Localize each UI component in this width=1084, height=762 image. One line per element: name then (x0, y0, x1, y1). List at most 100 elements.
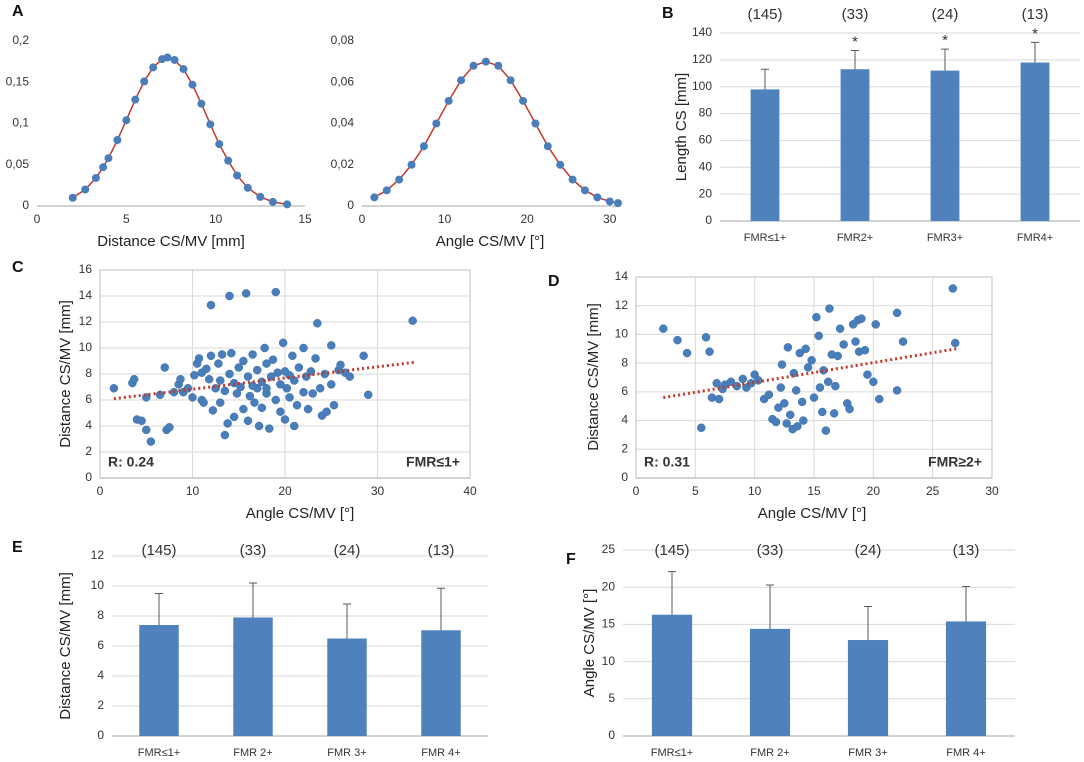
data-point (223, 419, 232, 428)
error-bar (1031, 41, 1039, 63)
y-tick-label: 0,02 (331, 157, 355, 171)
data-point (239, 356, 248, 366)
data-point (227, 348, 236, 358)
y-tick-label: 12 (615, 298, 629, 312)
data-point (176, 374, 185, 384)
bar (139, 625, 179, 736)
x-tick-label: 0 (34, 212, 41, 226)
y-tick-label: 10 (79, 340, 93, 354)
count-label: (13) (428, 542, 455, 559)
data-point (714, 394, 724, 404)
data-point (777, 360, 787, 369)
data-point (892, 308, 902, 318)
data-point (408, 316, 417, 325)
data-point (327, 341, 336, 350)
data-point (268, 355, 278, 364)
data-point (359, 351, 368, 361)
data-point (163, 53, 172, 62)
x-tick-label: 15 (298, 212, 312, 226)
data-point (188, 393, 197, 402)
data-point (303, 404, 313, 414)
data-point (818, 407, 827, 417)
y-tick-label: 0,1 (12, 116, 29, 130)
significance-mark: * (942, 32, 948, 49)
data-point (271, 287, 280, 297)
x-tick-label: FMR 4+ (946, 747, 985, 759)
data-point (863, 370, 872, 379)
data-point (276, 407, 285, 416)
data-point (257, 403, 267, 413)
data-point (783, 343, 793, 352)
data-point (407, 160, 416, 169)
bar (840, 69, 870, 221)
significance-mark: * (1032, 25, 1038, 42)
data-point (288, 351, 297, 361)
data-point (829, 409, 839, 418)
data-point (220, 430, 230, 440)
data-point (809, 393, 819, 402)
data-point (248, 350, 257, 359)
data-point (280, 415, 290, 424)
bar (651, 614, 693, 736)
y-tick-label: 0,15 (6, 74, 30, 88)
x-tick-label: 10 (748, 484, 762, 498)
y-tick-label: 25 (602, 542, 616, 556)
data-point (364, 390, 373, 400)
data-point (179, 65, 188, 74)
data-point (776, 383, 786, 392)
data-point (370, 193, 379, 202)
data-point (659, 324, 668, 333)
data-point (833, 351, 842, 361)
y-tick-label: 120 (692, 52, 712, 66)
y-tick-label: 14 (79, 288, 93, 302)
data-point (738, 374, 748, 384)
data-point (99, 163, 108, 172)
data-point (799, 416, 808, 425)
count-label: (145) (747, 6, 782, 23)
data-point (253, 365, 262, 375)
x-tick-label: 0 (97, 484, 104, 498)
data-point (860, 345, 870, 355)
data-point (697, 423, 706, 432)
x-tick-label: FMR 4+ (421, 747, 460, 759)
x-tick-label: FMR 2+ (233, 747, 272, 759)
data-point (531, 119, 540, 128)
x-axis-label: Angle CS/MV [°] (758, 505, 867, 522)
panel-letter: C (12, 259, 24, 276)
r-label: R: 0.31 (644, 454, 690, 470)
data-point (327, 380, 336, 389)
data-point (875, 394, 884, 404)
y-tick-label: 40 (699, 159, 713, 173)
data-point (129, 374, 139, 384)
bar (421, 630, 461, 736)
data-point (140, 77, 149, 86)
data-point (821, 426, 831, 435)
count-label: (33) (757, 542, 784, 559)
data-point (273, 368, 282, 377)
x-axis-label: Angle CS/MV [°] (246, 505, 355, 522)
y-axis-label: Distance CS/MV [mm] (57, 572, 74, 720)
data-point (839, 340, 848, 349)
data-point (797, 397, 807, 407)
data-point (519, 96, 528, 105)
y-tick-label: 8 (85, 366, 92, 380)
data-point (726, 377, 736, 387)
data-point (292, 400, 302, 410)
data-point (268, 197, 277, 206)
bar (750, 89, 780, 222)
data-point (262, 359, 271, 368)
bar (930, 70, 960, 221)
y-tick-label: 4 (97, 668, 104, 682)
data-point (812, 312, 821, 322)
data-point (243, 183, 252, 192)
y-tick-label: 8 (621, 355, 628, 369)
y-tick-label: 14 (615, 269, 629, 283)
data-point (260, 343, 269, 353)
x-tick-label: 20 (278, 484, 292, 498)
x-tick-label: 0 (359, 212, 366, 226)
data-point (329, 400, 339, 410)
x-tick-label: FMR4+ (1017, 232, 1053, 244)
y-tick-label: 20 (602, 579, 616, 593)
x-tick-label: FMR 3+ (848, 747, 887, 759)
y-tick-label: 4 (85, 418, 92, 432)
